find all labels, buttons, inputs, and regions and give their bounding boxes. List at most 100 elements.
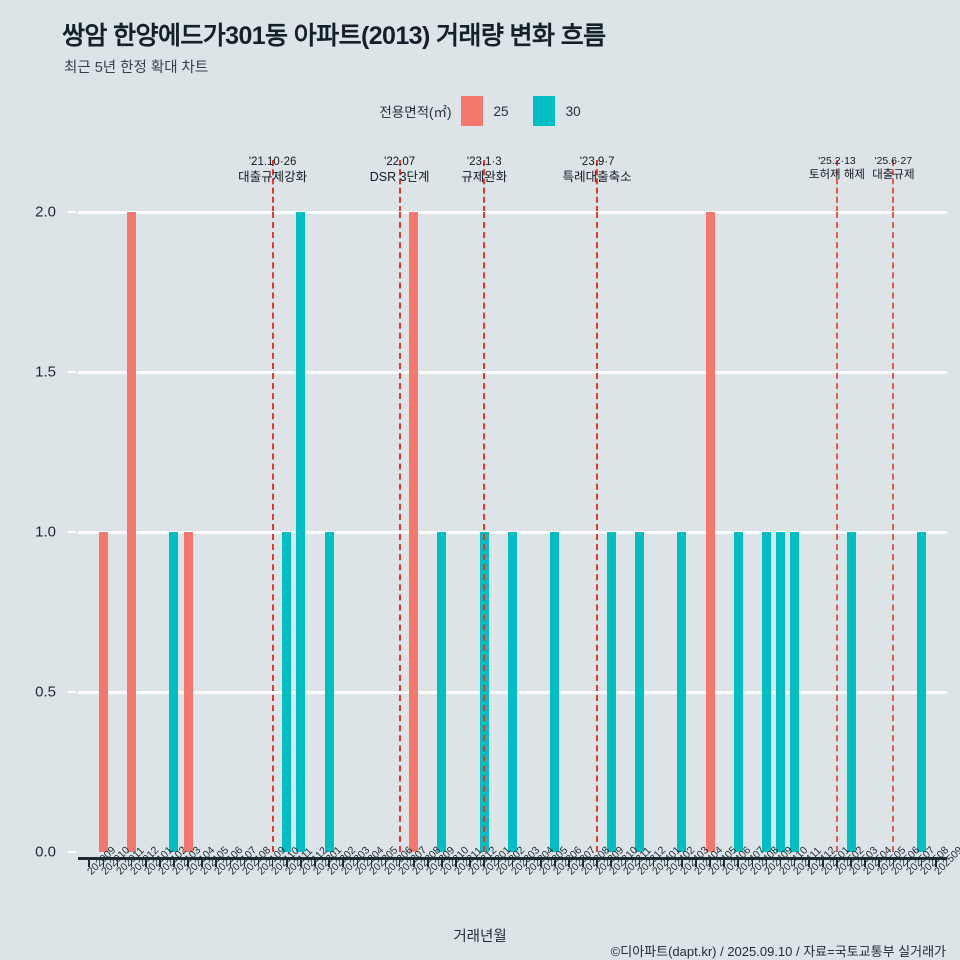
- x-tick-mark: [864, 857, 866, 867]
- event-line-stub: [892, 160, 895, 212]
- x-tick-mark: [793, 857, 796, 867]
- x-tick-mark: [370, 857, 373, 867]
- bar[interactable]: [790, 532, 800, 852]
- x-tick-mark: [215, 857, 218, 867]
- annotation-label: DSR 3단계: [369, 170, 430, 185]
- x-tick-mark: [582, 857, 584, 867]
- bar[interactable]: [677, 532, 687, 852]
- x-tick-mark: [356, 857, 359, 867]
- legend-item-30[interactable]: 30: [532, 96, 581, 126]
- bar[interactable]: [761, 532, 771, 852]
- annotation-202110: '21.10·26 대출규제강화: [183, 155, 363, 186]
- x-tick-mark: [709, 857, 711, 867]
- annotation-label: 대출규제강화: [238, 170, 308, 185]
- annotation-date: '23.9·7: [579, 156, 615, 168]
- x-tick-mark: [497, 857, 500, 867]
- x-tick-mark: [695, 857, 697, 867]
- x-tick-mark: [751, 857, 754, 867]
- y-tick-label: 0.0: [35, 843, 56, 861]
- bar[interactable]: [437, 532, 447, 852]
- annotation-date: '22.07: [384, 156, 416, 168]
- x-axis-title: 거래년월: [453, 929, 507, 945]
- chart-subtitle: 최근 5년 한정 확대 차트: [64, 60, 209, 76]
- x-tick-mark: [88, 857, 91, 867]
- x-tick-mark: [765, 857, 768, 867]
- bar[interactable]: [634, 532, 644, 852]
- legend-swatch-25: [460, 96, 483, 126]
- x-tick-mark: [934, 857, 937, 867]
- bar[interactable]: [183, 532, 193, 852]
- event-line-202309: [596, 212, 599, 852]
- bar[interactable]: [296, 212, 306, 852]
- bar[interactable]: [846, 532, 856, 852]
- annotation-label: 대출규제: [872, 169, 915, 182]
- bar[interactable]: [508, 532, 517, 852]
- x-tick-mark: [243, 857, 246, 867]
- legend-title: 전용면적(㎡): [379, 105, 452, 120]
- bar[interactable]: [705, 212, 715, 852]
- event-line-stub: [596, 160, 599, 212]
- bar[interactable]: [127, 212, 137, 852]
- y-tick-mark: [68, 371, 76, 373]
- x-tick-mark: [836, 857, 838, 867]
- x-tick-mark: [398, 857, 401, 867]
- x-tick-mark: [427, 857, 429, 867]
- x-tick-mark: [737, 857, 739, 867]
- x-tick-mark: [144, 857, 147, 867]
- x-tick-mark: [257, 857, 260, 867]
- x-tick-mark: [539, 857, 542, 867]
- x-tick-mark: [173, 857, 175, 867]
- event-line-stub: [271, 160, 274, 212]
- legend-label-25: 25: [493, 103, 509, 119]
- bar[interactable]: [606, 532, 616, 852]
- annotation-date: '25.2·13: [818, 155, 856, 167]
- x-tick-mark: [187, 857, 189, 867]
- bar[interactable]: [282, 532, 292, 852]
- bar[interactable]: [776, 532, 786, 852]
- y-tick-label: 1.5: [35, 363, 56, 381]
- y-tick-mark: [68, 211, 76, 213]
- x-tick-mark: [822, 857, 824, 867]
- bar[interactable]: [733, 532, 743, 852]
- footer-credit: ©디아파트(dapt.kr) / 2025.09.10 / 자료=국토교통부 실…: [610, 944, 946, 959]
- bar[interactable]: [550, 532, 560, 852]
- x-tick-mark: [116, 857, 119, 867]
- event-line-202207: [398, 212, 401, 852]
- x-tick-mark: [511, 857, 514, 867]
- bar[interactable]: [169, 532, 179, 852]
- plot-area: [78, 210, 947, 852]
- x-tick-mark: [638, 857, 641, 867]
- x-tick-mark: [342, 857, 344, 867]
- annotation-202301: '23.1·3 규제완화: [394, 155, 574, 186]
- annotation-label: 특례대출축소: [562, 170, 632, 185]
- legend-item-25[interactable]: 25: [460, 96, 533, 126]
- x-tick-mark: [384, 857, 387, 867]
- x-tick-mark: [483, 857, 486, 867]
- annotation-date: '21.10·26: [248, 156, 297, 168]
- bar[interactable]: [409, 212, 419, 852]
- x-tick-mark: [723, 857, 725, 867]
- x-tick-mark: [624, 857, 627, 867]
- event-line-202301: [483, 212, 486, 852]
- annotation-202207: '22.07 DSR 3단계: [310, 155, 490, 186]
- annotation-202502: '25.2·13 토허제 해제: [747, 155, 927, 183]
- bar[interactable]: [917, 532, 927, 852]
- y-tick-mark: [68, 851, 76, 853]
- legend-swatch-30: [532, 96, 555, 126]
- annotation-date: '23.1·3: [466, 156, 502, 168]
- annotation-label: 토허제 해제: [808, 169, 865, 182]
- y-tick-label: 1.0: [35, 523, 56, 541]
- bar[interactable]: [324, 532, 334, 852]
- annotation-202309: '23.9·7 특례대출축소: [507, 155, 687, 186]
- x-tick-mark: [412, 857, 415, 867]
- y-tick-mark: [68, 531, 76, 533]
- y-tick-label: 2.0: [35, 203, 56, 221]
- event-line-stub: [483, 160, 486, 212]
- x-tick-mark: [455, 857, 457, 867]
- x-tick-mark: [568, 857, 570, 867]
- gridline: [78, 210, 947, 214]
- bar[interactable]: [98, 532, 108, 852]
- x-tick-mark: [906, 857, 909, 867]
- gridline: [78, 370, 947, 374]
- page-title: 쌍암 한양에드가301동 아파트(2013) 거래량 변화 흐름: [62, 22, 606, 50]
